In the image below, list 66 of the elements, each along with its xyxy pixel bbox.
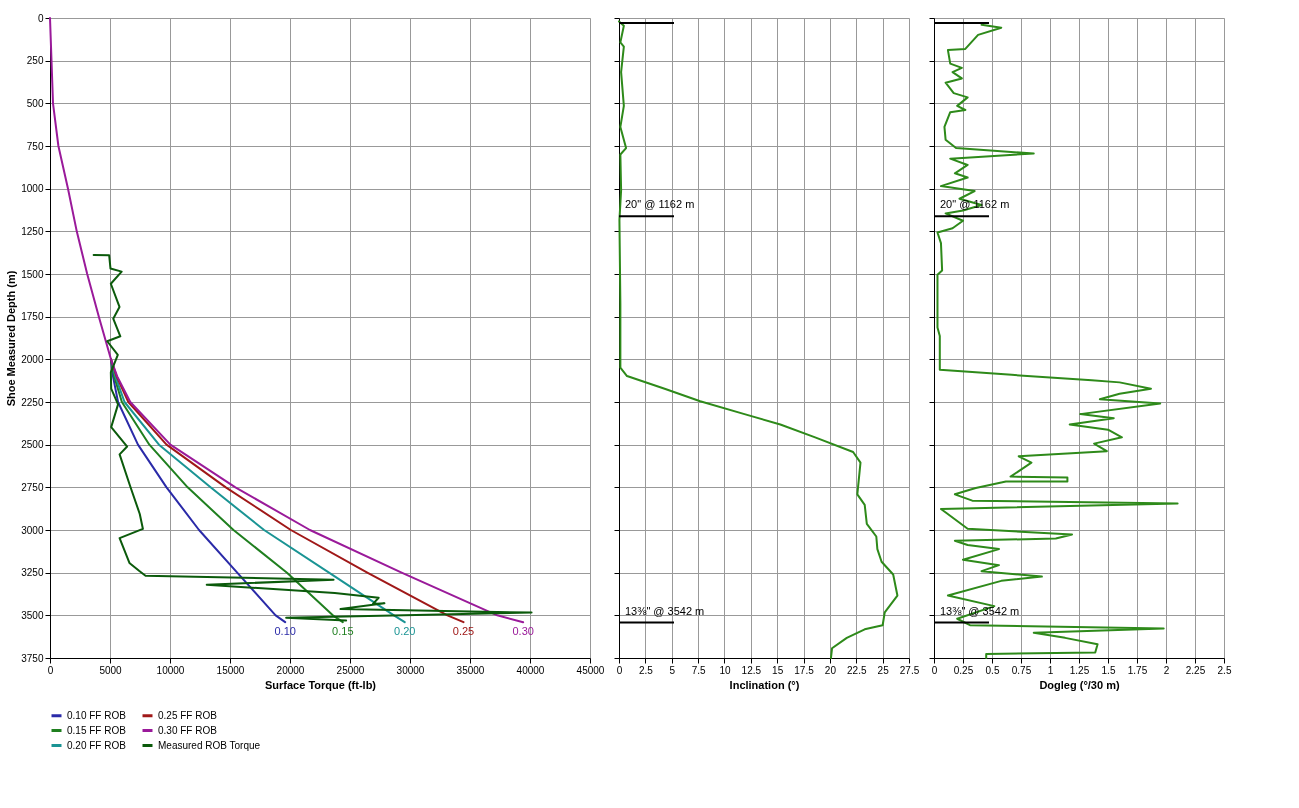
y-tick-label: 500 <box>26 97 44 109</box>
x-tick-label: 1.25 <box>1069 664 1090 676</box>
x-tick-label: 5000 <box>99 664 123 676</box>
x-tick-label: 12.5 <box>741 664 762 676</box>
x-tick-label: 22.5 <box>847 664 867 676</box>
legend-label: 0.25 FF ROB <box>158 709 218 721</box>
x-tick-label: 0 <box>616 664 623 676</box>
x-tick-label: 7.5 <box>691 664 706 676</box>
y-tick-label: 2250 <box>21 396 44 408</box>
x-tick-label: 1 <box>1047 664 1054 676</box>
x-tick-label: 0.5 <box>985 664 1000 676</box>
y-tick-label: 1000 <box>21 183 44 195</box>
x-tick-label: 5 <box>669 664 676 676</box>
legend-label: 0.15 FF ROB <box>67 724 127 736</box>
y-tick-label: 0 <box>37 12 44 24</box>
x-tick-label: 0.75 <box>1011 664 1032 676</box>
y-tick-label: 750 <box>26 140 44 152</box>
x-tick-label: 40000 <box>516 664 545 676</box>
legend-label: Measured ROB Torque <box>158 739 261 751</box>
x-tick-label: 1.5 <box>1101 664 1116 676</box>
x-tick-label: 15 <box>772 664 784 676</box>
x-axis-title: Inclination (°) <box>729 678 800 691</box>
x-tick-label: 20000 <box>276 664 305 676</box>
x-tick-label: 17.5 <box>794 664 815 676</box>
x-axis-title: Dogleg (°/30 m) <box>1039 678 1120 691</box>
y-tick-label: 2750 <box>21 481 44 493</box>
x-tick-label: 0.25 <box>953 664 974 676</box>
x-tick-label: 0 <box>931 664 938 676</box>
x-tick-label: 2.25 <box>1185 664 1206 676</box>
x-tick-label: 1.75 <box>1127 664 1148 676</box>
y-tick-label: 1250 <box>21 225 44 237</box>
x-tick-label: 25 <box>877 664 890 676</box>
legend-label: 0.10 FF ROB <box>67 709 127 721</box>
x-tick-label: 30000 <box>396 664 425 676</box>
annotation: 0.20 <box>394 625 416 638</box>
x-tick-label: 2.5 <box>638 664 654 676</box>
x-tick-label: 20 <box>824 664 837 676</box>
ref-line-label: 13⅜" @ 3542 m <box>625 604 705 617</box>
annotation: 0.10 <box>274 625 296 638</box>
x-tick-label: 15000 <box>216 664 245 676</box>
y-tick-label: 3250 <box>21 567 44 579</box>
x-tick-label: 35000 <box>456 664 485 676</box>
x-tick-label: 25000 <box>336 664 365 676</box>
x-tick-label: 2.5 <box>1217 664 1232 676</box>
x-tick-label: 10000 <box>156 664 185 676</box>
y-tick-label: 2500 <box>21 439 44 451</box>
x-tick-label: 0 <box>47 664 54 676</box>
y-tick-label: 1750 <box>21 311 44 323</box>
x-tick-label: 10 <box>719 664 731 676</box>
x-tick-label: 2 <box>1163 664 1170 676</box>
y-tick-label: 3500 <box>21 609 44 621</box>
legend-label: 0.30 FF ROB <box>158 724 218 736</box>
annotation: 0.15 <box>332 625 354 638</box>
y-tick-label: 2000 <box>21 353 44 365</box>
y-tick-label: 250 <box>26 55 44 67</box>
legend-label: 0.20 FF ROB <box>67 739 127 751</box>
ref-line-label: 20" @ 1162 m <box>625 198 695 211</box>
annotation: 0.25 <box>452 625 475 638</box>
x-axis-title: Surface Torque (ft-lb) <box>264 678 377 691</box>
y-tick-label: 3750 <box>21 652 44 664</box>
x-tick-label: 45000 <box>576 664 605 676</box>
y-axis-title: Shoe Measured Depth (m) <box>5 270 18 407</box>
y-tick-label: 3000 <box>21 524 44 536</box>
x-tick-label: 27.5 <box>899 664 920 676</box>
y-tick-label: 1500 <box>21 268 44 280</box>
annotation: 0.30 <box>512 625 534 638</box>
